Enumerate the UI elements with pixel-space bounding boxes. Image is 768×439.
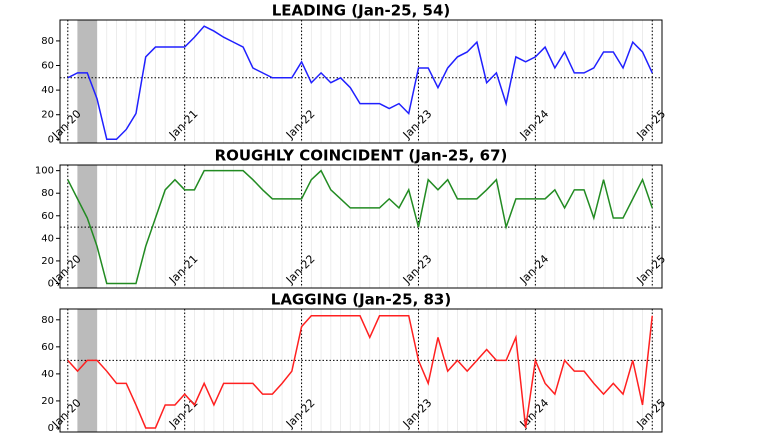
shaded-period xyxy=(77,20,98,143)
y-tick-label: 20 xyxy=(41,396,54,407)
y-tick-label: 40 xyxy=(41,85,54,96)
plot-frame xyxy=(59,19,663,144)
x-tick-label: Jan-22 xyxy=(283,252,318,287)
y-tick-label: 0 xyxy=(48,134,54,145)
chart-title: LAGGING (Jan-25, 83) xyxy=(271,291,451,309)
y-tick-label: 0 xyxy=(48,278,54,289)
plot-frame xyxy=(59,164,663,289)
y-tick-label: 0 xyxy=(48,423,54,434)
x-tick-label: Jan-23 xyxy=(400,252,435,287)
y-tick-label: 100 xyxy=(35,166,54,177)
y-tick-label: 60 xyxy=(41,211,54,222)
x-tick-label: Jan-25 xyxy=(634,396,669,431)
x-tick-label: Jan-21 xyxy=(166,252,201,287)
data-line xyxy=(67,315,654,429)
data-line xyxy=(67,169,653,285)
shaded-period xyxy=(77,309,98,432)
x-tick-label: Jan-24 xyxy=(517,396,552,431)
chart-title: ROUGHLY COINCIDENT (Jan-25, 67) xyxy=(215,147,508,165)
x-tick-label: Jan-25 xyxy=(634,252,669,287)
shaded-period xyxy=(77,165,98,288)
data-line xyxy=(67,25,653,141)
y-tick-label: 80 xyxy=(41,315,54,326)
plot-frame xyxy=(59,308,663,433)
y-tick-label: 60 xyxy=(41,342,54,353)
x-tick-label: Jan-24 xyxy=(517,252,552,287)
y-tick-label: 80 xyxy=(41,188,54,199)
y-tick-label: 40 xyxy=(41,233,54,244)
y-tick-label: 40 xyxy=(41,369,54,380)
x-tick-label: Jan-23 xyxy=(400,107,435,142)
x-tick-label: Jan-24 xyxy=(517,107,552,142)
x-tick-label: Jan-25 xyxy=(634,107,669,142)
x-tick-label: Jan-22 xyxy=(283,107,318,142)
y-tick-label: 20 xyxy=(41,110,54,121)
x-tick-label: Jan-22 xyxy=(283,396,318,431)
y-tick-label: 20 xyxy=(41,256,54,267)
y-tick-label: 80 xyxy=(41,36,54,47)
x-tick-label: Jan-21 xyxy=(166,107,201,142)
x-tick-label: Jan-23 xyxy=(400,396,435,431)
chart-title: LEADING (Jan-25, 54) xyxy=(272,2,451,20)
y-tick-label: 60 xyxy=(41,61,54,72)
